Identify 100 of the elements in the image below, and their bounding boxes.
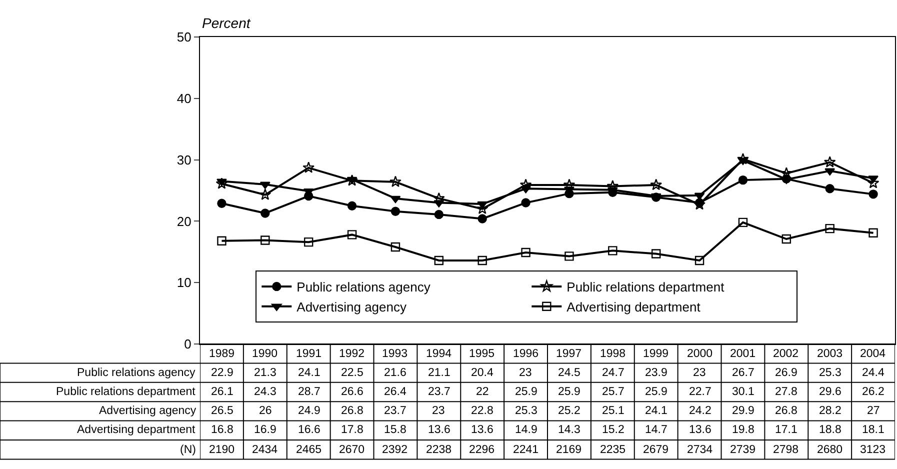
data-label: 20.4 — [471, 367, 494, 379]
data-label: 28.2 — [819, 405, 842, 417]
data-label: 23 — [693, 367, 706, 379]
data-label: 23.7 — [428, 386, 450, 398]
text: Public relations department — [56, 386, 196, 398]
x-tick-label: 1989 — [209, 348, 235, 360]
data-label: 17.1 — [775, 424, 798, 436]
text: 2392 — [382, 444, 408, 456]
data-label: 27.8 — [775, 386, 798, 398]
text: Public relations agency — [77, 367, 196, 379]
data-label: 22.9 — [211, 367, 234, 379]
text: 2296 — [469, 444, 495, 456]
y-axis-title: Percent — [202, 15, 252, 31]
x-tick-label: 1997 — [556, 348, 582, 360]
text: 2739 — [730, 444, 756, 456]
text: 2670 — [339, 444, 365, 456]
data-label: 29.9 — [732, 405, 754, 417]
legend-label: Advertising agency — [296, 299, 407, 314]
data-label: 24.3 — [254, 386, 276, 398]
data-label: 25.9 — [515, 386, 538, 398]
data-label: 24.2 — [689, 405, 712, 417]
x-tick-label: 1995 — [469, 348, 495, 360]
text: 2798 — [773, 444, 799, 456]
data-label: 26.8 — [775, 405, 798, 417]
data-label: 23.7 — [384, 405, 406, 417]
data-label: 16.9 — [254, 424, 276, 436]
y-tick-label: 50 — [176, 30, 192, 45]
y-tick-label: 10 — [176, 275, 192, 290]
data-label: 26.6 — [341, 386, 364, 398]
data-label: 16.6 — [298, 424, 320, 436]
data-label: 13.6 — [689, 424, 712, 436]
data-label: 14.3 — [558, 424, 580, 436]
text: 2465 — [296, 444, 322, 456]
data-label: 23 — [432, 405, 445, 417]
y-tick-label: 40 — [176, 90, 192, 106]
data-label: 21.6 — [384, 367, 406, 379]
data-label: 23 — [519, 367, 532, 379]
data-label: 24.5 — [558, 367, 580, 379]
x-tick-label: 2002 — [773, 348, 799, 360]
data-label: 26.2 — [862, 386, 884, 398]
text: 2190 — [209, 444, 235, 456]
x-tick-label: 1990 — [252, 348, 278, 360]
data-label: 22 — [476, 386, 489, 398]
data-label: 30.1 — [732, 386, 754, 398]
data-label: 26.7 — [732, 367, 754, 379]
data-label: 25.7 — [602, 386, 624, 398]
x-tick-label: 1999 — [643, 348, 669, 360]
data-label: 22.5 — [341, 367, 364, 379]
text: 2235 — [600, 444, 626, 456]
data-label: 24.7 — [602, 367, 624, 379]
data-label: 29.6 — [819, 386, 842, 398]
data-label: 22.7 — [689, 386, 712, 398]
data-label: 19.8 — [732, 424, 754, 436]
x-tick-label: 1991 — [296, 348, 322, 360]
data-label: 15.2 — [602, 424, 624, 436]
x-tick-label: 1993 — [382, 348, 408, 360]
x-tick-label: 1996 — [513, 348, 539, 360]
data-label: 18.1 — [862, 424, 884, 436]
data-label: 26.5 — [211, 405, 234, 417]
data-label: 14.7 — [645, 424, 668, 436]
text: Advertising department — [77, 424, 196, 436]
y-tick-label: 20 — [176, 214, 192, 229]
data-label: 27 — [867, 405, 880, 417]
text: 2238 — [426, 444, 452, 456]
x-tick-label: 1992 — [339, 348, 365, 360]
data-label: 24.9 — [298, 405, 320, 417]
data-label: 22.8 — [471, 405, 494, 417]
data-label: 17.8 — [341, 424, 364, 436]
data-label: 26.9 — [775, 367, 798, 379]
text: 2734 — [687, 444, 714, 456]
y-tick-label: 0 — [184, 336, 192, 352]
data-label: 25.3 — [515, 405, 538, 417]
legend-label: Advertising department — [566, 299, 701, 314]
data-label: 13.6 — [471, 424, 494, 436]
data-label: 24.1 — [645, 405, 668, 417]
legend-label: Public relations department — [566, 280, 725, 295]
data-label: 25.1 — [602, 405, 624, 417]
data-label: 21.1 — [428, 367, 450, 379]
data-label: 23.9 — [645, 367, 668, 379]
data-label: 25.2 — [558, 405, 580, 417]
y-tick-label: 30 — [176, 152, 192, 168]
data-label: 25.9 — [558, 386, 580, 398]
text: 2680 — [817, 444, 843, 456]
data-label: 28.7 — [298, 386, 320, 398]
text: Advertising agency — [99, 405, 196, 417]
data-label: 16.8 — [211, 424, 234, 436]
text: (N) — [180, 444, 196, 456]
x-tick-label: 2004 — [860, 348, 886, 360]
legend-label: Public relations agency — [296, 280, 431, 295]
text: 2241 — [513, 444, 539, 456]
data-label: 21.3 — [254, 367, 276, 379]
x-tick-label: 2003 — [817, 348, 843, 360]
text: 2679 — [643, 444, 669, 456]
data-label: 24.4 — [862, 367, 885, 379]
data-label: 26.1 — [211, 386, 234, 398]
text: 3123 — [860, 444, 886, 456]
data-label: 14.9 — [515, 424, 538, 436]
data-label: 24.1 — [298, 367, 320, 379]
data-label: 25.9 — [645, 386, 668, 398]
data-label: 26.4 — [384, 386, 407, 398]
